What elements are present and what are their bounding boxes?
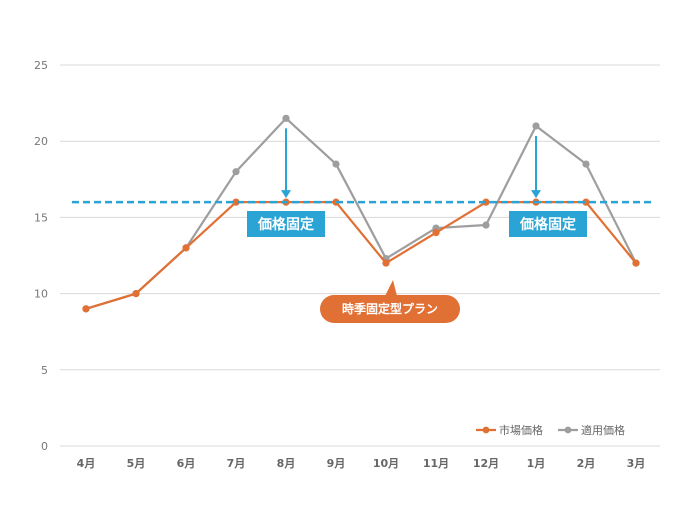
x-tick-label: 10月 — [373, 457, 399, 470]
legend-item-market-price: 市場価格 — [476, 423, 543, 437]
fixed-price-callout — [509, 211, 587, 237]
legend-item-applied-price: 適用価格 — [558, 423, 625, 437]
plan-label: 時季固定型プラン — [342, 301, 438, 316]
fixed-price-label: 価格固定 — [257, 216, 314, 233]
down-arrow-head — [281, 190, 291, 199]
x-axis-ticks: 4月 5月 6月 7月 8月 9月 10月 11月 12月 1月 2月 3月 — [77, 457, 646, 470]
legend-marker — [482, 426, 490, 434]
data-point — [382, 259, 390, 267]
x-tick-label: 2月 — [577, 457, 596, 470]
y-tick-label: 25 — [34, 59, 48, 72]
y-tick-label: 5 — [41, 364, 48, 377]
legend-marker — [564, 426, 572, 434]
plan-bubble-pointer — [385, 280, 397, 296]
y-tick-label: 15 — [34, 211, 48, 224]
x-tick-label: 12月 — [473, 457, 499, 470]
data-point — [232, 168, 240, 176]
y-tick-label: 0 — [41, 440, 48, 453]
x-tick-label: 9月 — [327, 457, 346, 470]
x-tick-label: 7月 — [227, 457, 246, 470]
series-line — [85, 201, 637, 310]
legend-label: 市場価格 — [499, 423, 543, 437]
series-group — [82, 114, 640, 313]
x-tick-label: 5月 — [127, 457, 146, 470]
data-point — [332, 160, 340, 168]
data-point — [632, 259, 640, 267]
data-point — [232, 198, 240, 206]
legend: 市場価格 適用価格 — [476, 423, 625, 437]
x-tick-label: 8月 — [277, 457, 296, 470]
fixed-price-callout — [247, 211, 325, 237]
y-axis-ticks: 0 5 10 15 20 25 — [34, 59, 48, 453]
y-tick-label: 20 — [34, 135, 48, 148]
data-point — [582, 198, 590, 206]
y-tick-label: 10 — [34, 288, 48, 301]
x-tick-label: 1月 — [527, 457, 546, 470]
data-point — [482, 221, 490, 229]
data-point — [532, 122, 540, 130]
plan-bubble — [320, 295, 460, 323]
series-market-price — [82, 198, 640, 313]
fixed-price-label: 価格固定 — [519, 216, 576, 233]
data-point — [282, 114, 290, 122]
data-point — [432, 229, 440, 237]
legend-label: 適用価格 — [581, 423, 625, 437]
data-point — [182, 244, 190, 252]
x-tick-label: 3月 — [627, 457, 646, 470]
x-tick-label: 11月 — [423, 457, 449, 470]
grid-lines — [60, 64, 660, 447]
data-point — [132, 290, 140, 298]
down-arrow-head — [531, 190, 541, 199]
data-point — [582, 160, 590, 168]
x-tick-label: 6月 — [177, 457, 196, 470]
x-tick-label: 4月 — [77, 457, 96, 470]
data-point — [82, 305, 90, 313]
